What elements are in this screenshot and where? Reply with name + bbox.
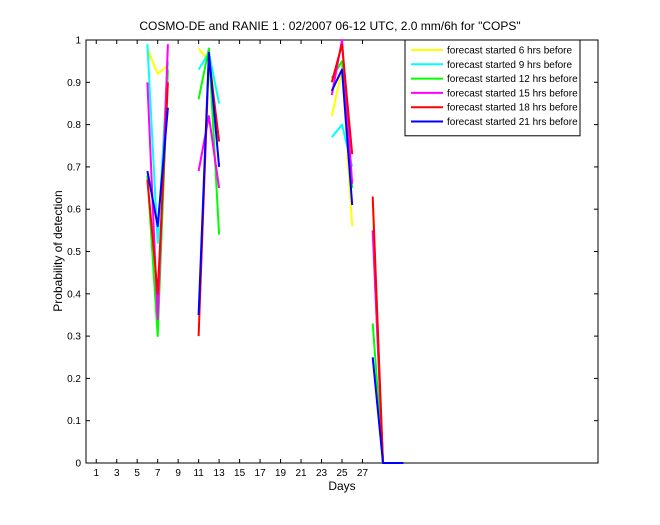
series-line-3: [146, 47, 404, 464]
legend-label: forecast started 21 hrs before: [447, 117, 578, 128]
legend-box: [404, 39, 581, 137]
x-tick-label: 27: [357, 468, 369, 479]
x-tick-label: 7: [155, 468, 161, 479]
x-tick-label: 25: [336, 468, 348, 479]
x-tick-label: 5: [134, 468, 140, 479]
x-tick-label: 1: [93, 468, 99, 479]
y-tick-label: 0.8: [67, 120, 81, 131]
y-tick-label: 0.3: [67, 332, 81, 343]
legend-label: forecast started 15 hrs before: [447, 88, 578, 99]
y-axis-label: Probability of detection: [51, 190, 65, 311]
x-tick-label: 23: [316, 468, 328, 479]
y-tick-label: 0.4: [67, 289, 81, 300]
y-tick-label: 0.6: [67, 205, 81, 216]
x-axis-label: Days: [328, 479, 355, 493]
legend-label: forecast started 9 hrs before: [447, 60, 573, 71]
legend-label: forecast started 6 hrs before: [447, 46, 573, 57]
y-tick-label: 1: [75, 36, 81, 47]
legend-label: forecast started 18 hrs before: [447, 103, 578, 114]
y-tick-label: 0.2: [67, 374, 81, 385]
y-tick-label: 0.9: [67, 78, 81, 89]
x-tick-label: 13: [214, 468, 226, 479]
chart-title: COSMO-DE and RANIE 1 : 02/2007 06-12 UTC…: [139, 19, 520, 33]
y-tick-label: 0: [75, 459, 81, 470]
x-tick-label: 11: [193, 468, 204, 479]
x-tick-label: 3: [114, 468, 120, 479]
x-tick-label: 19: [275, 468, 287, 479]
x-tick-label: 21: [295, 468, 307, 479]
x-tick-label: 15: [234, 468, 246, 479]
y-tick-label: 0.7: [67, 162, 81, 173]
x-tick-label: 17: [255, 468, 267, 479]
y-tick-label: 0.1: [67, 416, 81, 427]
series-line-6: [146, 51, 404, 464]
series-layer: [146, 39, 404, 464]
legend-label: forecast started 12 hrs before: [447, 74, 578, 85]
y-tick-label: 0.5: [67, 247, 81, 258]
chart-legend: forecast started 6 hrs before forecast st…: [404, 39, 581, 137]
series-line-4: [146, 39, 404, 464]
x-tick-label: 9: [175, 468, 181, 479]
axis-ticks: 1 3 5 7 9 11 13 15 17 19 21 23 25 2700.10.20.30.40.50…: [67, 36, 598, 479]
